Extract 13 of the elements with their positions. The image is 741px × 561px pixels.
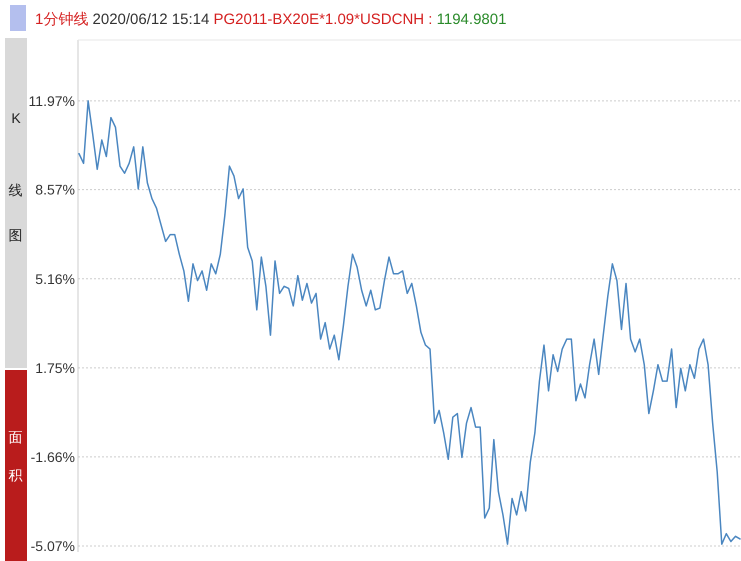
chart-title: 1分钟线 — [35, 11, 93, 28]
y-tick-label: 5.16% — [35, 270, 75, 287]
y-tick-label: 1.75% — [35, 360, 75, 376]
line-series — [78, 100, 741, 545]
y-tick-label: -1.66% — [30, 448, 75, 465]
text: PG2011-BX20E*1.09*USDCNH : — [213, 11, 437, 28]
text: K线图 — [8, 110, 24, 264]
y-tick-label: 8.57% — [35, 182, 75, 198]
y-tick-label: -5.07% — [30, 538, 75, 554]
text: 1194.9801 — [436, 11, 506, 28]
chart-subtitle: 2020/06/12 15:14 — [92, 11, 214, 28]
text: 面积 — [8, 420, 24, 496]
y-tick-label: 11.97% — [28, 92, 75, 109]
